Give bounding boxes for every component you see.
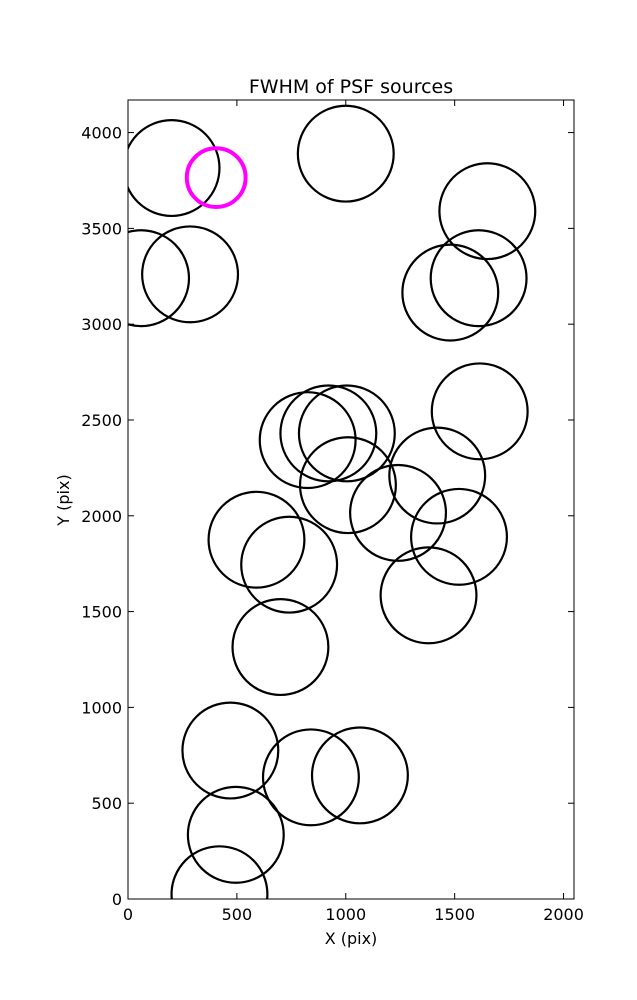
x-tick-label: 0 — [123, 905, 133, 924]
y-axis-label: Y (pix) — [54, 474, 73, 526]
source-circle — [430, 362, 529, 461]
y-axis-ticks: 0 500 1000 1500 2000 2500 3000 3500 4000 — [81, 124, 574, 909]
x-tick-label: 500 — [222, 905, 253, 924]
y-tick-label: 1500 — [81, 603, 122, 622]
x-axis-label: X (pix) — [325, 929, 378, 948]
y-tick-label: 3500 — [81, 219, 122, 238]
source-circle — [429, 229, 528, 328]
plot-frame — [127, 99, 575, 900]
source-circle — [279, 384, 378, 483]
x-tick-label: 1000 — [325, 905, 366, 924]
source-circle — [261, 728, 360, 827]
source-circle — [410, 487, 509, 586]
x-tick-label: 2000 — [543, 905, 584, 924]
source-circle — [128, 119, 221, 218]
highlighted-source-circle — [184, 146, 248, 210]
x-axis-ticks: 0 500 1000 1500 2000 — [123, 100, 584, 924]
source-circle — [298, 436, 397, 535]
source-circle — [181, 701, 280, 800]
source-circle — [388, 426, 487, 525]
psf-source-circles — [128, 104, 537, 899]
x-tick-label: 1500 — [434, 905, 475, 924]
source-circle — [128, 229, 191, 328]
source-circle — [170, 845, 269, 899]
source-circle — [240, 515, 339, 614]
source-circle — [310, 726, 409, 825]
source-circle — [258, 391, 357, 490]
source-circle — [296, 104, 395, 203]
source-circle — [401, 243, 500, 342]
source-circle — [438, 162, 537, 261]
source-circle — [186, 785, 285, 884]
source-circle — [379, 546, 478, 645]
source-circle — [231, 598, 330, 697]
y-tick-label: 500 — [91, 794, 122, 813]
source-circle — [349, 463, 448, 562]
source-circle — [141, 225, 240, 324]
y-tick-label: 3000 — [81, 315, 122, 334]
chart-title: FWHM of PSF sources — [249, 76, 453, 98]
y-tick-label: 1000 — [81, 698, 122, 717]
y-tick-label: 2000 — [81, 507, 122, 526]
y-tick-label: 4000 — [81, 124, 122, 143]
y-tick-label: 2500 — [81, 411, 122, 430]
source-circle — [207, 490, 306, 589]
source-circle — [297, 384, 396, 483]
y-tick-label: 0 — [112, 890, 122, 909]
